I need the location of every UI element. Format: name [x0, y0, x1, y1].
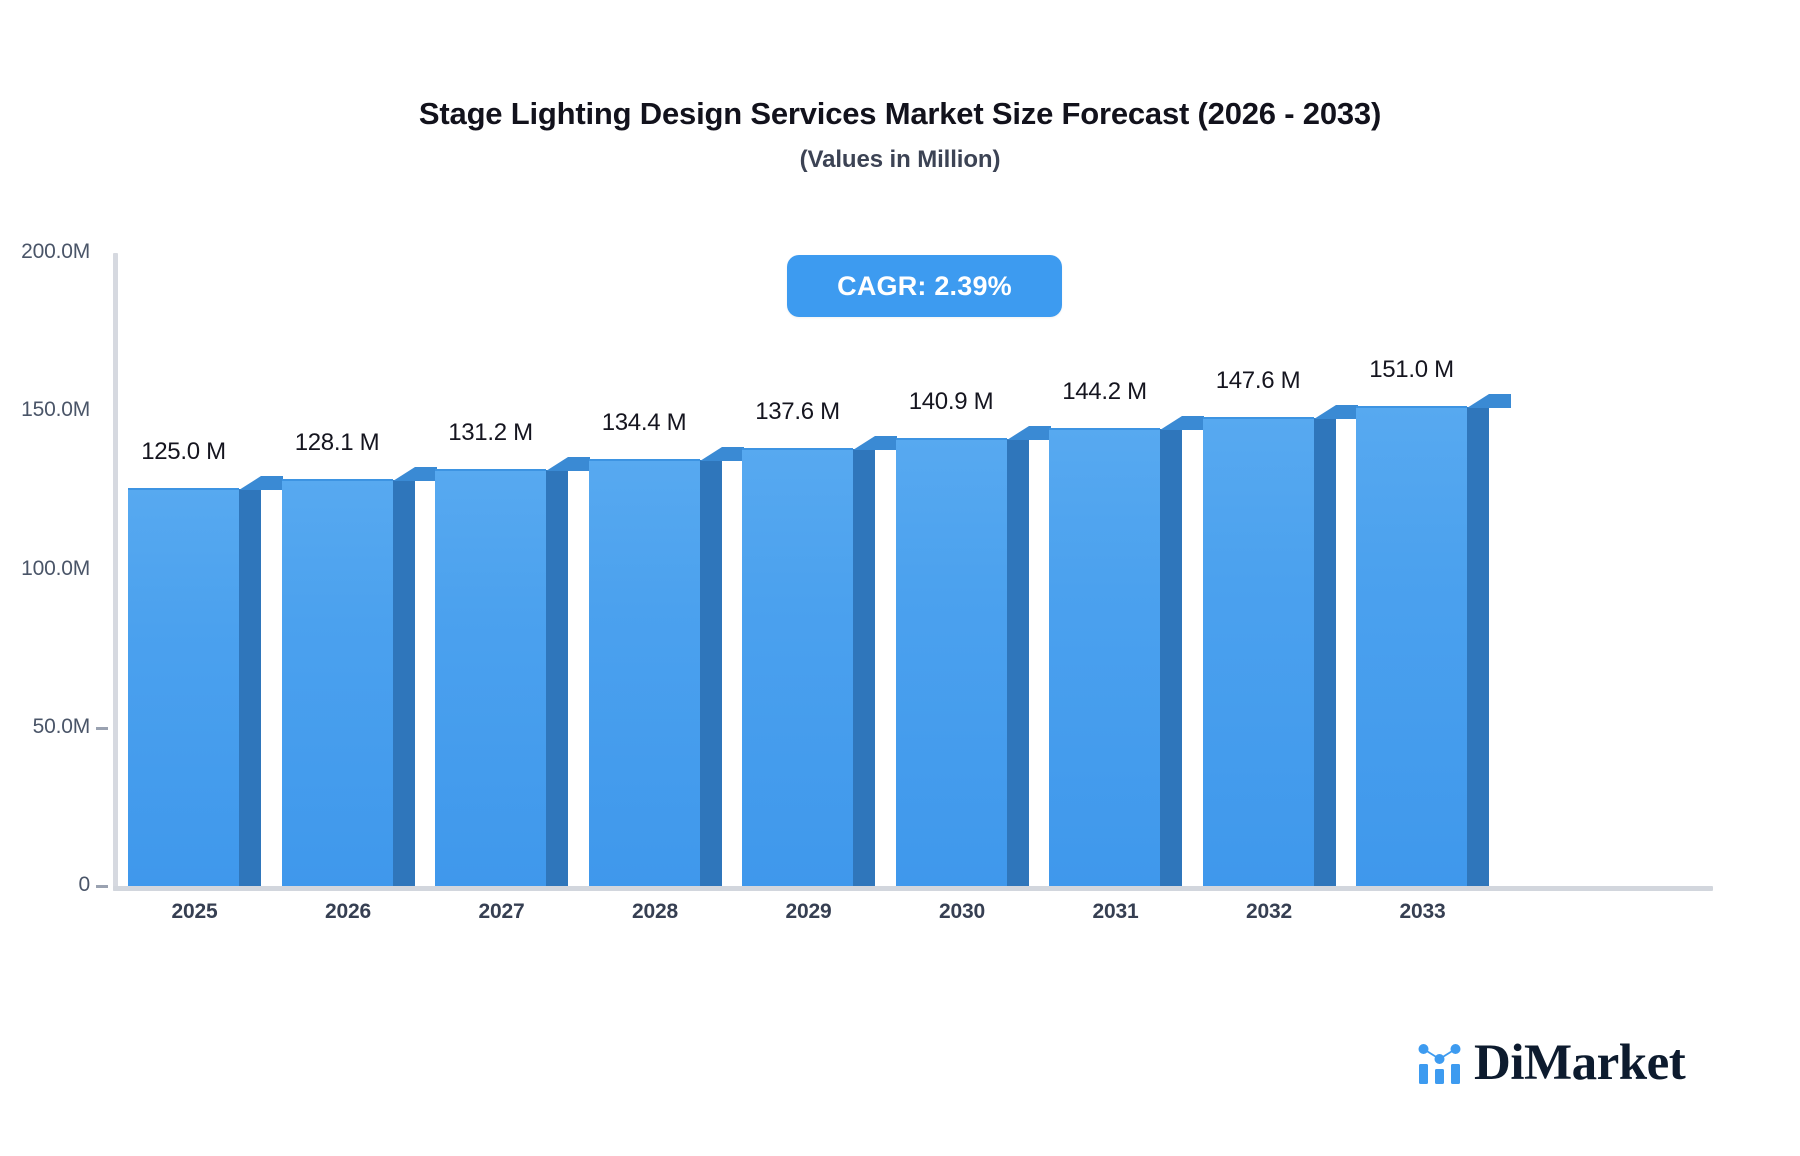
bar-value-label-2029: 137.6 M — [755, 398, 840, 426]
bar-top-face — [392, 466, 437, 481]
bar-value-label-2026: 128.1 M — [294, 428, 380, 456]
bar-2026[interactable] — [281, 466, 437, 886]
bar-2032[interactable] — [1202, 404, 1358, 886]
chart-title: Stage Lighting Design Services Market Si… — [418, 96, 1382, 131]
bar-value-label-2031: 144.2 M — [1062, 377, 1147, 405]
bar-front-face — [281, 478, 393, 886]
bar-top-face — [853, 436, 897, 451]
y-axis-tick-label: 50.0M — [32, 714, 91, 738]
bar-front-face — [742, 448, 853, 886]
y-axis-tick-label: 100.0M — [21, 556, 90, 580]
bar-top-face — [1313, 404, 1358, 419]
x-axis-tick-label-2027: 2027 — [478, 900, 525, 923]
bar-front-face — [895, 438, 1007, 886]
x-axis-tick-label-2033: 2033 — [1399, 900, 1446, 923]
bar-2028[interactable] — [588, 446, 744, 886]
bar-value-label-2033: 151.0 M — [1369, 356, 1454, 384]
bar-value-label-2027: 131.2 M — [448, 418, 533, 446]
y-axis-tick-label: 150.0M — [21, 398, 90, 422]
bar-2033[interactable] — [1356, 394, 1511, 886]
x-axis-tick-label-2028: 2028 — [632, 900, 678, 923]
bar-top-face — [1160, 415, 1204, 430]
bar-side-face — [1006, 439, 1029, 886]
y-axis-line — [113, 253, 118, 891]
cagr-badge-label: CAGR: 2.39% — [837, 270, 1012, 301]
bar-top-face — [1006, 426, 1051, 441]
bar-front-face — [128, 488, 239, 886]
bar-side-face — [239, 489, 261, 886]
y-axis-tick-label: 0 — [78, 873, 91, 896]
bar-2027[interactable] — [435, 456, 590, 886]
x-axis-tick-label-2025: 2025 — [171, 900, 218, 923]
bar-top-face — [1467, 394, 1511, 409]
bar-front-face — [435, 468, 546, 886]
bar-chart-analytics-icon — [1418, 1043, 1461, 1084]
bar-side-face — [853, 449, 875, 886]
x-axis-tick-label-2031: 2031 — [1092, 900, 1139, 923]
bar-front-face — [1202, 416, 1314, 886]
bar-2031[interactable] — [1049, 415, 1204, 886]
y-axis-tick-label: 200.0M — [21, 240, 90, 263]
cagr-badge: CAGR: 2.39% — [787, 255, 1062, 317]
bar-top-face — [546, 456, 590, 471]
y-axis-tick-mark — [96, 885, 108, 888]
bar-top-face — [239, 476, 283, 491]
brand-logo: DiMarket — [1416, 1035, 1686, 1091]
brand-name: DiMarket — [1474, 1035, 1686, 1091]
bar-side-face — [699, 459, 722, 886]
bar-side-face — [1467, 407, 1489, 886]
bar-2029[interactable] — [742, 436, 897, 886]
y-axis-tick-mark — [96, 726, 108, 730]
bar-top-face — [699, 446, 744, 461]
bar-side-face — [546, 469, 568, 886]
bar-side-face — [392, 479, 415, 886]
bar-value-label-2030: 140.9 M — [908, 388, 994, 416]
bar-front-face — [1049, 427, 1160, 886]
x-axis-tick-label-2029: 2029 — [785, 900, 832, 923]
bar-value-label-2025: 125.0 M — [141, 438, 226, 466]
bar-value-label-2032: 147.6 M — [1215, 366, 1301, 394]
bar-front-face — [588, 458, 700, 886]
x-axis-tick-label-2032: 2032 — [1246, 900, 1292, 923]
x-axis-line — [113, 886, 1713, 891]
bar-value-label-2028: 134.4 M — [601, 408, 687, 436]
x-axis-tick-label-2030: 2030 — [939, 900, 985, 923]
bar-side-face — [1160, 428, 1182, 886]
bar-2025[interactable] — [128, 476, 283, 886]
bar-side-face — [1313, 417, 1336, 886]
bar-2030[interactable] — [895, 426, 1051, 886]
x-axis-tick-label-2026: 2026 — [325, 900, 371, 923]
bar-front-face — [1356, 406, 1467, 886]
chart-subtitle: (Values in Million) — [799, 146, 1001, 173]
